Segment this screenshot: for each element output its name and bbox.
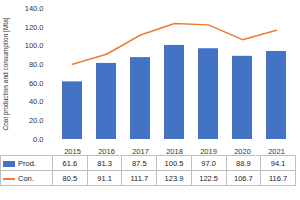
html-text:122.5: 122.5 [199, 173, 218, 183]
svg-text:2020: 2020 [234, 147, 251, 155]
html-text:Prod.: Prod. [18, 158, 36, 168]
svg-text:2016: 2016 [98, 147, 115, 155]
html-text:88.9: 88.9 [236, 158, 251, 168]
html-text:87.5: 87.5 [132, 158, 147, 168]
html-text:111.7: 111.7 [130, 173, 149, 183]
svg-text:Coal production and consumptio: Coal production and consumption [Mta] [2, 17, 10, 130]
svg-text:2017: 2017 [132, 147, 149, 155]
html-text:123.9: 123.9 [164, 173, 184, 183]
svg-text:2019: 2019 [200, 147, 217, 155]
svg-text:80.0: 80.0 [29, 60, 44, 69]
svg-text:2015: 2015 [64, 147, 81, 155]
svg-text:2018: 2018 [166, 147, 183, 155]
svg-text:2021: 2021 [268, 147, 285, 155]
html-text:80.5: 80.5 [62, 173, 78, 183]
html-text:116.7: 116.7 [269, 173, 288, 183]
html-text:91.1: 91.1 [97, 173, 112, 183]
html-text:Con.: Con. [18, 173, 34, 183]
html-text:61.6: 61.6 [62, 158, 78, 168]
svg-text:60.0: 60.0 [29, 79, 44, 88]
html-text:106.7: 106.7 [234, 173, 253, 183]
svg-text:140.0: 140.0 [25, 4, 44, 13]
svg-text:100.0: 100.0 [25, 41, 44, 50]
html-text:100.5: 100.5 [164, 158, 184, 168]
html-text:94.1: 94.1 [270, 158, 286, 168]
svg-text:40.0: 40.0 [29, 97, 44, 106]
html-text:97.0: 97.0 [201, 158, 216, 168]
svg-text:0.0: 0.0 [33, 135, 43, 144]
svg-text:20.0: 20.0 [29, 116, 44, 125]
svg-text:120.0: 120.0 [25, 23, 44, 32]
html-text:81.3: 81.3 [97, 158, 112, 168]
